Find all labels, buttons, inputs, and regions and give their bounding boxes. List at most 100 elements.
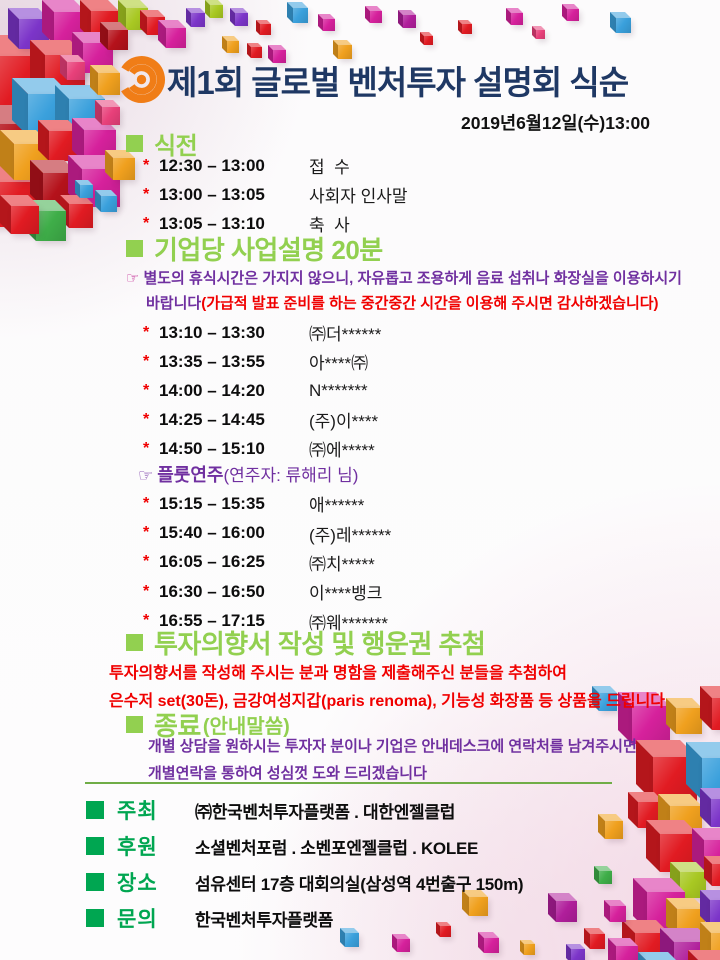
decor-cube: [704, 856, 720, 886]
section-heading-text: 기업당 사업설명 20분: [154, 235, 383, 265]
decor-cube: [462, 890, 488, 916]
schedule-title: (주)레******: [309, 525, 392, 545]
schedule-time: 16:05 – 16:25: [159, 552, 265, 572]
decor-cube: [75, 180, 93, 198]
schedule-row: * 14:00 – 14:20 N*******: [143, 376, 381, 405]
schedule-row: * 15:15 – 15:35 애******: [143, 489, 391, 518]
pre-schedule-list: * 12:30 – 13:00 접 수 * 13:00 – 13:05 사회자 …: [143, 151, 408, 238]
decor-cube: [700, 922, 720, 960]
schedule-time: 13:05 – 13:10: [159, 213, 265, 233]
note-text-red: (가급적 발표 준비를 하는 중간중간 시간을 이용해 주시면 감사하겠습니다): [201, 295, 659, 312]
schedule-time: 15:15 – 15:35: [159, 493, 265, 513]
schedule-time: 15:40 – 16:00: [159, 523, 265, 543]
decor-cube: [256, 20, 271, 35]
presentation-note: ☞ 별도의 휴식시간은 가지지 않으니, 자유롭고 조용하게 음료 섭취나 화장실…: [126, 266, 701, 316]
section-lottery-heading: 투자의향서 작성 및 행운권 추첨: [126, 624, 486, 661]
cube-front-face: [370, 11, 382, 23]
section-bullet-icon: [126, 135, 143, 152]
footer: 주최 ㈜한국벤처투자플랫폼 . 대한엔젤클럽 후원 소셜벤처포럼 . 소벤포엔젤…: [86, 792, 524, 936]
cube-front-face: [571, 949, 585, 960]
hand-pointer-icon: ☞: [126, 270, 140, 287]
cube-front-face: [610, 906, 626, 922]
decor-cube: [420, 32, 433, 45]
interlude-performer: (연주자: 류해리 님): [223, 466, 359, 485]
decor-cube: [608, 938, 638, 960]
decor-cube: [186, 8, 205, 27]
decor-cube: [318, 14, 335, 31]
cube-front-face: [102, 107, 120, 125]
footer-row: 후원 소셜벤처포럼 . 소벤포엔젤클럽 . KOLEE: [86, 828, 523, 864]
cube-front-face: [166, 28, 186, 48]
cube-front-face: [98, 73, 120, 95]
lottery-line-1: 투자의향서를 작성해 주시는 분과 명함을 제출해주신 분들을 추첨하여: [109, 665, 567, 682]
footer-row: 장소 섬유센터 17층 대회의실(삼성역 4번출구 150m): [86, 864, 524, 900]
schedule-title: (주)이****: [309, 412, 379, 431]
schedule-title: ㈜웨*******: [309, 613, 388, 633]
decor-cube: [105, 150, 135, 180]
cube-front-face: [67, 62, 85, 80]
footer-value: ㈜한국벤처투자플랫폼 . 대한엔젤클럽: [195, 802, 456, 822]
decor-cube: [392, 934, 410, 952]
footer-bullet-icon: [86, 801, 104, 819]
closing-description: 개별 상담을 원하시는 투자자 분이나 기업은 안내데스크에 연락처를 남겨주시…: [148, 734, 688, 787]
cube-front-face: [69, 204, 93, 228]
section-bullet-icon: [126, 634, 143, 651]
decor-cube: [60, 195, 93, 228]
schedule-row: * 16:30 – 16:50 이****뱅크: [143, 577, 391, 606]
cube-front-face: [599, 871, 612, 884]
decor-cube: [90, 65, 120, 95]
cube-front-face: [536, 30, 545, 39]
section-heading-text: 식전: [154, 133, 198, 160]
footer-value: 소셜벤처포럼 . 소벤포엔젤클럽 . KOLEE: [195, 838, 479, 858]
flute-interlude: ☞ 플룻연주(연주자: 류해리 님): [138, 461, 358, 487]
asterisk-marker: *: [143, 524, 150, 542]
schedule-title: ㈜치*****: [309, 554, 375, 574]
asterisk-marker: *: [143, 582, 150, 600]
decor-cube: [268, 45, 286, 63]
footer-row: 주최 ㈜한국벤처투자플랫폼 . 대한엔젤클럽: [86, 792, 523, 828]
cube-front-face: [511, 13, 523, 25]
closing-line-2: 개별연락을 통하여 성심껏 도와 드리겠습니다: [148, 764, 427, 782]
schedule-time: 16:55 – 17:15: [159, 611, 265, 631]
note-line-1: ☞ 별도의 휴식시간은 가지지 않으니, 자유롭고 조용하게 음료 섭취나 화장실…: [126, 266, 701, 291]
schedule-title: 축 사: [309, 216, 350, 235]
schedule-row: * 13:10 – 13:30 ㈜더******: [143, 318, 381, 347]
cube-front-face: [338, 45, 352, 59]
schedule-time: 14:25 – 14:45: [159, 409, 265, 429]
decor-cube: [333, 40, 352, 59]
page-title: 제1회 글로벌 벤처투자 설명회 식순: [167, 64, 629, 101]
biz-schedule-list-a: * 13:10 – 13:30 ㈜더****** * 13:35 – 13:55…: [143, 318, 381, 463]
schedule-time: 16:30 – 16:50: [159, 581, 265, 601]
cube-front-face: [590, 934, 605, 949]
event-datetime: 2019년6월12일(수)13:00: [461, 113, 650, 133]
footer-label: 후원: [117, 836, 158, 859]
cube-front-face: [36, 211, 66, 241]
schedule-title: 아****㈜: [309, 354, 369, 373]
hand-pointer-icon: ☞: [138, 466, 154, 485]
decor-cube: [700, 890, 720, 926]
cube-front-face: [113, 158, 135, 180]
section-biz-heading: 기업당 사업설명 20분: [126, 230, 383, 267]
decor-cube: [478, 932, 499, 953]
cube-front-face: [676, 708, 702, 734]
cube-front-face: [712, 864, 720, 886]
cube-front-face: [108, 30, 128, 50]
cube-front-face: [712, 698, 720, 730]
schedule-title: 사회자 인사말: [309, 187, 408, 206]
cube-front-face: [293, 8, 308, 23]
footer-bullet-icon: [86, 873, 104, 891]
decor-cube: [365, 6, 382, 23]
cube-front-face: [403, 15, 416, 28]
schedule-time: 14:50 – 15:10: [159, 438, 265, 458]
decor-cube: [604, 900, 626, 922]
schedule-row: * 13:35 – 13:55 아****㈜: [143, 347, 381, 376]
asterisk-marker: *: [143, 323, 150, 341]
decor-cube: [398, 10, 416, 28]
cube-front-face: [462, 24, 472, 34]
cube-front-face: [484, 938, 499, 953]
decor-cube: [520, 940, 535, 955]
schedule-time: 13:00 – 13:05: [159, 184, 265, 204]
decor-cube: [25, 200, 66, 241]
section-bullet-icon: [126, 716, 143, 733]
